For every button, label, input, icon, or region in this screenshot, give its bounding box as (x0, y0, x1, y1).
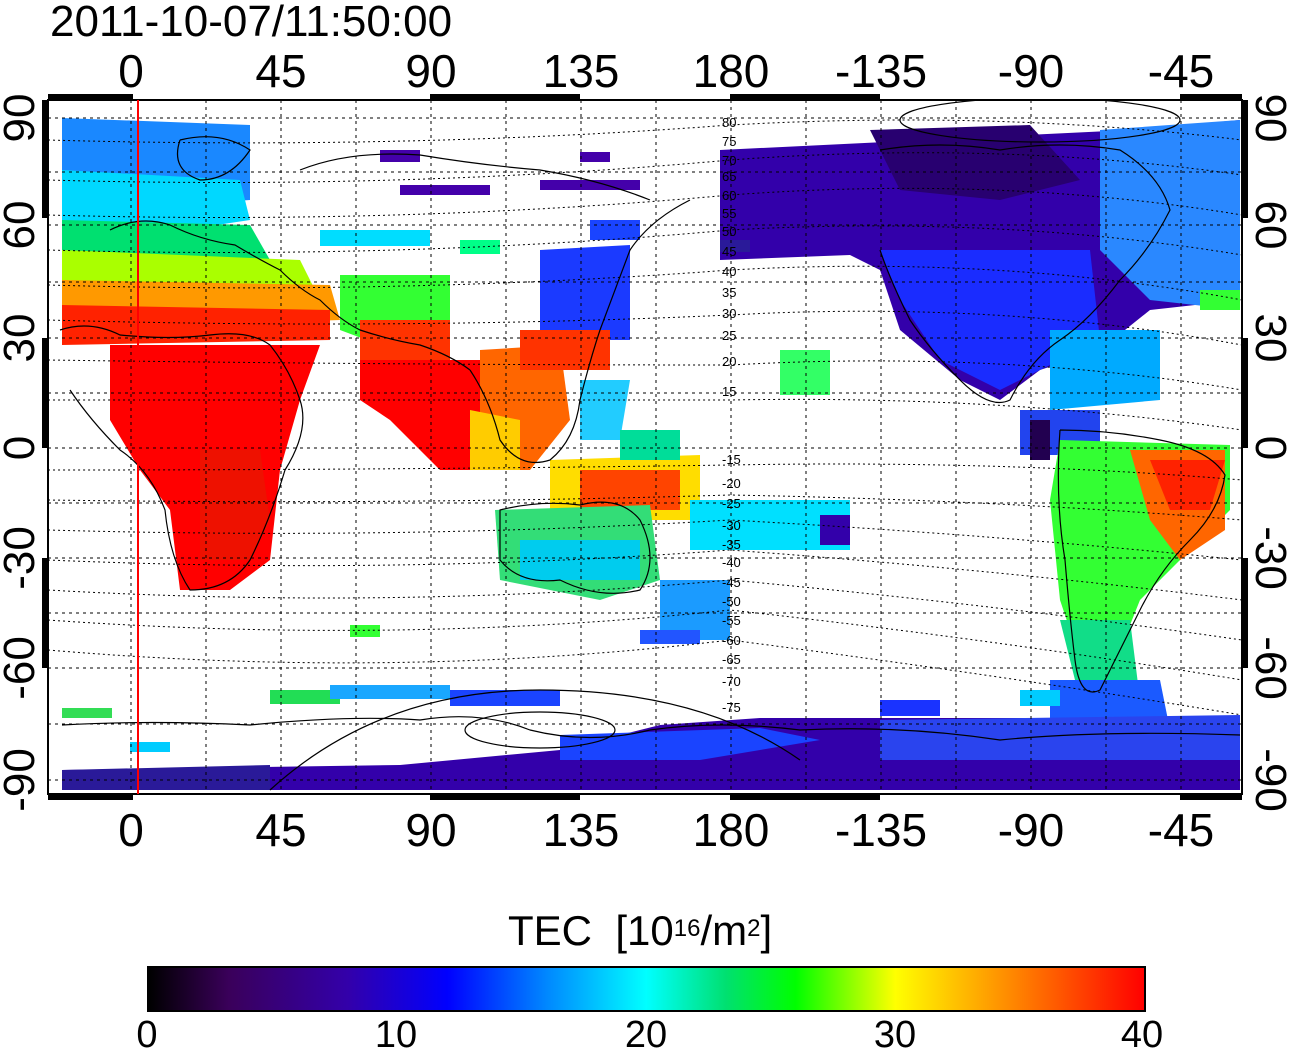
contour-label: -45 (722, 575, 741, 590)
contour-label: 70 (722, 153, 736, 168)
contour-label: -20 (722, 476, 741, 491)
colorbar-unit-exp2: 2 (747, 915, 761, 942)
polar-contours (269, 100, 1181, 791)
bottom-longitude-tick-label: 90 (405, 804, 457, 856)
right-latitude-tick-label: -90 (1246, 748, 1292, 812)
left-latitude-tick-label: -30 (0, 526, 44, 590)
contour-label: 60 (722, 188, 736, 203)
right-latitude-tick-label: 30 (1246, 313, 1292, 363)
tec-patches (62, 118, 1240, 790)
contour-label: -35 (722, 537, 741, 552)
contour-label: -60 (722, 633, 741, 648)
contour-label: 55 (722, 206, 736, 221)
top-longitude-tick-label: 45 (255, 45, 307, 97)
contour-label: -25 (722, 496, 741, 511)
contour-label: -15 (722, 452, 741, 467)
colorbar-title-text: TEC (508, 907, 592, 954)
top-longitude-tick-label: -90 (997, 45, 1065, 97)
contour-label: 30 (722, 306, 736, 321)
left-latitude-tick-label: 30 (0, 313, 44, 363)
colorbar-tick-label: 30 (873, 1014, 917, 1056)
frame-ticks (42, 94, 1248, 800)
top-longitude-tick-label: 90 (405, 45, 457, 97)
colorbar-tick-label: 10 (374, 1014, 418, 1056)
top-longitude-tick-label: 135 (542, 45, 620, 97)
contour-label: 25 (722, 328, 736, 343)
contour-label: 65 (722, 169, 736, 184)
graticule (48, 100, 1242, 794)
contour-label: -70 (722, 674, 741, 689)
contour-label: 75 (722, 134, 736, 149)
bottom-longitude-tick-label: -135 (834, 804, 928, 856)
contour-label: -30 (722, 518, 741, 533)
left-latitude-tick-label: 60 (0, 200, 44, 250)
colorbar-tick-label: 20 (624, 1014, 668, 1056)
colorbar-tick-label: 0 (136, 1014, 158, 1056)
top-longitude-tick-label: -135 (834, 45, 928, 97)
top-longitude-tick-label: 0 (118, 45, 144, 97)
map-timestamp: 2011-10-07/11:50:00 (50, 0, 453, 46)
right-latitude-tick-label: 60 (1246, 200, 1292, 250)
contour-label: 20 (722, 354, 736, 369)
bottom-longitude-tick-label: -90 (997, 804, 1065, 856)
right-latitude-tick-label: 90 (1246, 93, 1292, 143)
left-latitude-tick-label: 90 (0, 93, 44, 143)
contour-label: -55 (722, 613, 741, 628)
contour-label: 50 (722, 224, 736, 239)
colorbar-unit-base: [10 (615, 907, 674, 954)
left-latitude-tick-label: 0 (0, 436, 44, 460)
left-latitude-tick-label: -60 (0, 636, 44, 700)
colorbar (147, 966, 1146, 1012)
colorbar-title: TEC [1016/m2] (508, 906, 772, 956)
right-latitude-tick-label: -30 (1246, 526, 1292, 590)
top-longitude-tick-label: -45 (1147, 45, 1215, 97)
contour-label: -50 (722, 594, 741, 609)
right-latitude-tick-label: -60 (1246, 636, 1292, 700)
top-longitude-tick-label: 180 (692, 45, 770, 97)
contour-label: 40 (722, 264, 736, 279)
left-latitude-tick-label: -90 (0, 748, 44, 812)
contour-label: 80 (722, 115, 736, 130)
right-latitude-tick-label: 0 (1246, 435, 1292, 461)
colorbar-unit-mid: /m (700, 907, 748, 954)
magnetic-contours (48, 119, 1242, 716)
colorbar-unit-end: ] (760, 907, 773, 954)
contour-label: 35 (722, 285, 736, 300)
bottom-longitude-tick-label: 180 (692, 804, 770, 856)
bottom-longitude-tick-label: 135 (542, 804, 620, 856)
bottom-longitude-tick-label: 45 (255, 804, 307, 856)
contour-label: 15 (722, 384, 736, 399)
contour-label: 45 (722, 244, 736, 259)
colorbar-tick-label: 40 (1120, 1014, 1164, 1056)
bottom-longitude-tick-label: 0 (118, 804, 144, 856)
contour-label: -40 (722, 555, 741, 570)
contour-label: -75 (722, 700, 741, 715)
contour-label: -65 (722, 652, 741, 667)
bottom-longitude-tick-label: -45 (1147, 804, 1215, 856)
colorbar-unit-exp: 16 (673, 915, 701, 942)
